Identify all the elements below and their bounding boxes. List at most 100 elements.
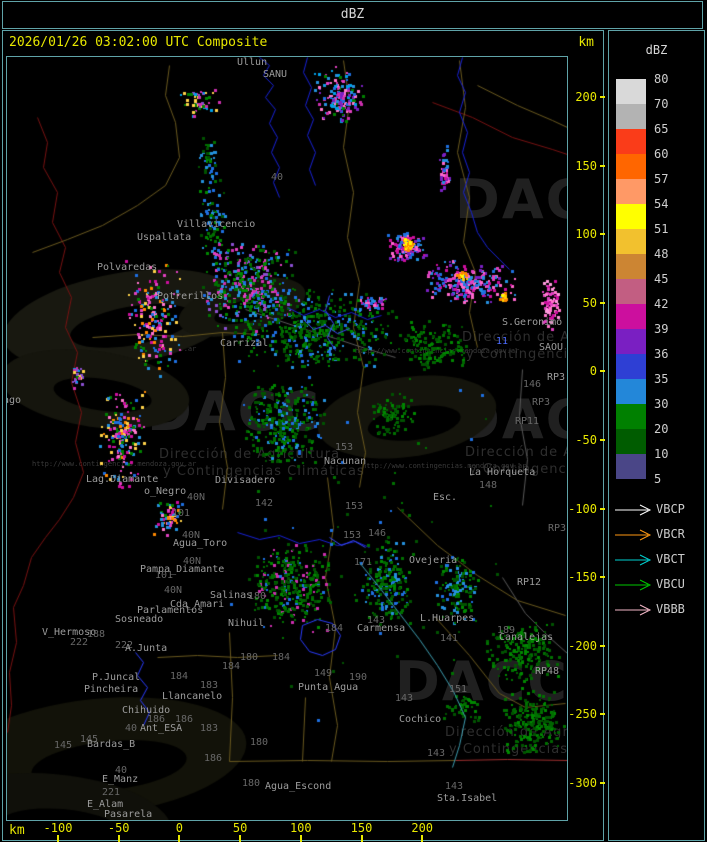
colorbar-tick-label: 35	[654, 372, 669, 386]
colorbar-tick-label: 54	[654, 197, 669, 211]
map-panel: 2026/01/26 03:02:00 UTC Composite km DAC…	[2, 30, 605, 842]
colorbar-panel: dBZ 80 70 65 60 57 54 51 48 45 42 39 36 35 30 20 10 5 VBC…	[608, 30, 705, 841]
map-label: SANU	[263, 69, 288, 80]
colorbar-tick-label: 57	[654, 172, 669, 186]
right-axis-tick-label: 0	[589, 364, 597, 379]
right-axis-tick	[600, 439, 605, 441]
right-axis-tick-label: 200	[575, 90, 597, 104]
map-label: Sta.Isabel	[437, 793, 498, 804]
bottom-axis-tick	[239, 835, 242, 842]
vector-legend-label: VBCP	[656, 502, 685, 516]
map-label: E_Manz	[102, 774, 139, 785]
map-label: o_Negro	[144, 486, 187, 497]
right-axis-tick	[600, 507, 605, 510]
map-label: Agua_Escond	[265, 781, 332, 792]
right-axis-tick-label: -150	[568, 570, 597, 585]
colorbar-title: dBZ	[645, 43, 668, 57]
map-label: 40	[115, 765, 128, 776]
map-label: 149	[314, 668, 333, 679]
colorbar-tick-label: 48	[654, 247, 669, 261]
map-label: 222	[70, 637, 89, 648]
map-label: 183	[200, 680, 219, 691]
colorbar-tick-label: 30	[654, 397, 669, 411]
map-label: E_Alam	[87, 799, 124, 810]
bottom-axis-tick	[360, 835, 363, 842]
map-label: Parlamentos	[137, 605, 204, 616]
map-label: Ullun	[237, 57, 268, 68]
right-axis-tick-label: 50	[582, 295, 597, 310]
map-label: 184	[325, 623, 344, 634]
bottom-axis-tick	[117, 835, 120, 842]
bottom-axis-tick-label: -50	[107, 821, 130, 835]
map-label: P.Juncal	[92, 672, 141, 683]
bottom-axis-tick-label: 150	[350, 821, 373, 835]
vector-legend-row: VBCU	[609, 578, 704, 592]
bottom-axis-tick-label: 0	[175, 821, 183, 835]
bottom-axis-tick-label: 100	[289, 821, 312, 835]
colorbar-swatch	[616, 304, 646, 329]
map-label: Salinas	[210, 590, 253, 601]
colorbar-swatch	[616, 329, 646, 354]
map-label: A.Junta	[125, 643, 168, 654]
map-label: Bardas_B	[87, 739, 136, 750]
title-bar: dBZ	[2, 1, 703, 29]
map-label: 186	[175, 714, 194, 725]
map-label: 101	[155, 570, 174, 581]
map-label: RP11	[515, 416, 540, 427]
bottom-axis-tick	[421, 835, 424, 842]
colorbar-tick-label: 70	[654, 97, 669, 111]
map-label: Punta_Agua	[298, 682, 359, 693]
colorbar-swatch	[616, 404, 646, 429]
bottom-axis-tick-label: -100	[43, 821, 73, 835]
right-axis-tick	[600, 782, 605, 784]
vector-legend-row: VBCP	[609, 503, 704, 517]
map-label: 180	[248, 591, 267, 602]
map-label: V_Hermoso	[42, 627, 97, 638]
map-label: 153	[343, 530, 362, 541]
map-label: 143	[395, 693, 414, 704]
colorbar-swatch	[616, 179, 646, 204]
map-label: SAOU	[539, 342, 564, 353]
colorbar-tick-label: 20	[654, 422, 669, 436]
right-axis-tick-label: 100	[575, 227, 597, 242]
map-label: Esc.	[433, 492, 458, 503]
map-label: 143	[445, 781, 464, 792]
right-axis-tick	[600, 370, 605, 373]
colorbar-swatch	[616, 79, 646, 104]
bottom-axis-tick-label: 200	[411, 821, 434, 835]
map-label: 40N	[164, 585, 183, 596]
map-label: Agua_Toro	[173, 538, 228, 549]
map-label: 143	[367, 615, 386, 626]
map-label: 40N	[187, 492, 206, 503]
map-label: 101	[172, 508, 191, 519]
map-label: Ant_ESA	[140, 723, 183, 734]
right-axis-tick-label: -200	[568, 638, 597, 653]
map-label: 186	[147, 714, 166, 725]
colorbar-tick-label: 51	[654, 222, 669, 236]
map-label: Llancanelo	[162, 691, 223, 702]
right-axis-tick	[600, 713, 605, 716]
timestamp: 2026/01/26 03:02:00 UTC Composite	[9, 35, 268, 50]
vbbb-arrow-icon	[615, 604, 652, 616]
map-label: 153	[345, 501, 364, 512]
bottom-axis-tick	[178, 835, 181, 842]
colorbar-swatch	[616, 279, 646, 304]
map-label: Villavicencio	[177, 219, 256, 230]
map-label: 183	[200, 723, 219, 734]
map-label: 11	[496, 336, 509, 347]
colorbar-swatch	[616, 229, 646, 254]
right-axis-tick	[600, 301, 605, 304]
map-label: Carmensa	[357, 623, 406, 634]
map-label: 148	[479, 480, 498, 491]
vbct-arrow-icon	[615, 554, 652, 566]
right-axis-tick	[600, 164, 605, 167]
map-label: Potrerillos	[157, 291, 224, 302]
radar-map: DACCDACCDACCDACCDirección de Agricultura…	[6, 56, 568, 821]
colorbar-swatch	[616, 254, 646, 279]
map-label: Carrizal	[220, 338, 269, 349]
map-label: RP48	[535, 666, 560, 677]
header-row: 2026/01/26 03:02:00 UTC Composite km	[3, 33, 603, 53]
map-label: RP12	[517, 577, 542, 588]
map-label: 222	[115, 640, 134, 651]
bottom-axis-tick-label: 50	[232, 821, 248, 835]
